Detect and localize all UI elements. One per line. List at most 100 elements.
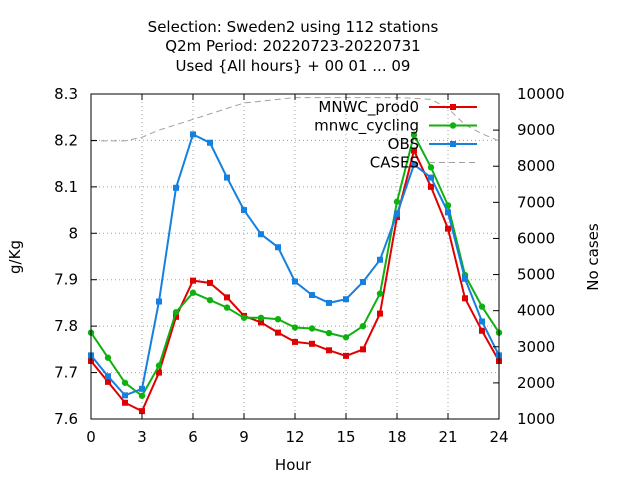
point-mnwc-prod0-12 [292, 338, 298, 345]
legend-label-obs: OBS [388, 135, 419, 153]
y2-tick-label-5: 6000 [517, 229, 555, 247]
y2-tick-label-6: 7000 [517, 193, 555, 211]
chart-title: Selection: Sweden2 using 112 stations Q2… [148, 18, 439, 75]
point-obs-6 [190, 131, 196, 138]
point-mnwc-prod0-17 [377, 310, 383, 317]
point-obs-22 [462, 275, 468, 282]
point-obs-15 [343, 296, 349, 303]
series-line-obs [90, 132, 500, 397]
point-mnwc-prod0-5 [173, 313, 179, 320]
x-tick-label-1: 3 [137, 428, 147, 446]
point-mnwc-prod0-2 [122, 399, 128, 406]
legend-label-cases: CASES [370, 154, 419, 172]
point-mnwc-prod0-8 [224, 294, 230, 301]
point-obs-17 [377, 256, 383, 263]
point-mnwc-prod0-21 [445, 225, 451, 232]
point-mnwc-cycling-5 [172, 309, 180, 316]
point-obs-8 [224, 174, 230, 181]
point-mnwc-prod0-11 [275, 329, 281, 336]
y-tick-label-3: 7.9 [54, 271, 78, 289]
point-obs-21 [445, 209, 451, 216]
point-mnwc-cycling-6 [189, 289, 197, 296]
point-mnwc-prod0-7 [207, 279, 213, 286]
y-tick-label-4: 8 [68, 224, 78, 242]
legend-marker-mnwc-cycling [449, 122, 457, 129]
legend-label-mnwc-cycling: mnwc_cycling [314, 117, 419, 136]
point-mnwc-prod0-1 [105, 378, 111, 385]
x-tick-label-2: 6 [188, 428, 198, 446]
y-tick-label-1: 7.7 [54, 364, 78, 382]
point-mnwc-cycling-14 [325, 329, 333, 337]
y-tick-label-6: 8.2 [54, 131, 78, 149]
y2-tick-label-9: 10000 [517, 85, 565, 103]
y-tick-label-7: 8.3 [54, 85, 78, 103]
x-axis-ticks: 0 3 6 9 12 15 18 21 24 [86, 94, 509, 446]
x-tick-label-4: 12 [285, 428, 304, 446]
y-axis-label: g/Kg [6, 240, 24, 274]
x-tick-label-0: 0 [86, 428, 96, 446]
x-tick-label-5: 15 [336, 428, 355, 446]
point-obs-4 [156, 298, 162, 305]
point-mnwc-cycling-23 [478, 303, 486, 310]
y2-tick-label-4: 5000 [517, 266, 555, 284]
legend-label-mnwc-prod0: MNWC_prod0 [318, 98, 419, 117]
point-obs-14 [326, 299, 332, 306]
legend-marker-obs [450, 141, 456, 147]
point-mnwc-prod0-3 [139, 408, 145, 415]
point-mnwc-prod0-22 [462, 295, 468, 302]
x-tick-label-7: 21 [438, 428, 457, 446]
y2-tick-label-7: 8000 [517, 157, 555, 175]
point-obs-11 [275, 244, 281, 251]
point-mnwc-cycling-8 [223, 304, 231, 311]
y2-tick-label-2: 3000 [517, 338, 555, 356]
x-tick-label-3: 9 [239, 428, 249, 446]
legend-marker-mnwc-prod0 [450, 104, 456, 110]
y2-axis-label: No cases [584, 223, 602, 291]
point-mnwc-prod0-20 [428, 183, 434, 190]
point-mnwc-prod0-6 [190, 277, 196, 284]
point-obs-1 [105, 373, 111, 380]
title-line-2: Q2m Period: 20220723-20220731 [165, 37, 420, 55]
point-obs-3 [139, 385, 145, 392]
point-mnwc-cycling-3 [138, 392, 146, 399]
grid [91, 94, 499, 419]
title-line-1: Selection: Sweden2 using 112 stations [148, 18, 439, 36]
point-mnwc-cycling-20 [427, 164, 435, 171]
point-obs-9 [241, 207, 247, 214]
point-obs-12 [292, 278, 298, 285]
point-mnwc-prod0-15 [343, 352, 349, 359]
y-tick-label-2: 7.8 [54, 317, 78, 335]
y2-tick-label-3: 4000 [517, 302, 555, 320]
point-mnwc-prod0-19 [411, 147, 417, 154]
x-axis-label: Hour [275, 456, 312, 474]
point-mnwc-cycling-9 [240, 314, 248, 321]
point-obs-2 [122, 392, 128, 399]
point-mnwc-prod0-13 [309, 340, 315, 347]
point-mnwc-cycling-4 [155, 362, 163, 369]
title-line-3: Used {All hours} + 00 01 ... 09 [176, 57, 411, 75]
y-axis-ticks: 7.6 7.7 7.8 7.9 8 8.1 8.2 8.3 [54, 85, 97, 428]
point-mnwc-cycling-1 [104, 354, 112, 361]
point-mnwc-cycling-18 [393, 198, 401, 205]
point-mnwc-cycling-16 [359, 322, 367, 330]
x-tick-label-8: 24 [489, 428, 508, 446]
point-obs-13 [309, 292, 315, 299]
point-obs-18 [394, 210, 400, 217]
y2-tick-label-0: 1000 [517, 410, 555, 428]
point-mnwc-cycling-7 [206, 296, 214, 304]
point-mnwc-cycling-2 [121, 379, 129, 386]
point-mnwc-cycling-15 [342, 334, 350, 341]
point-mnwc-cycling-17 [376, 290, 384, 297]
point-mnwc-cycling-11 [274, 315, 282, 323]
y-tick-label-0: 7.6 [54, 410, 78, 428]
point-mnwc-prod0-4 [156, 369, 162, 376]
point-obs-19 [411, 161, 417, 168]
point-mnwc-prod0-18 [394, 214, 400, 221]
point-obs-16 [360, 279, 366, 286]
point-mnwc-prod0-23 [479, 327, 485, 334]
point-obs-20 [428, 174, 434, 181]
y2-tick-label-1: 2000 [517, 374, 555, 392]
point-mnwc-cycling-12 [291, 324, 299, 331]
